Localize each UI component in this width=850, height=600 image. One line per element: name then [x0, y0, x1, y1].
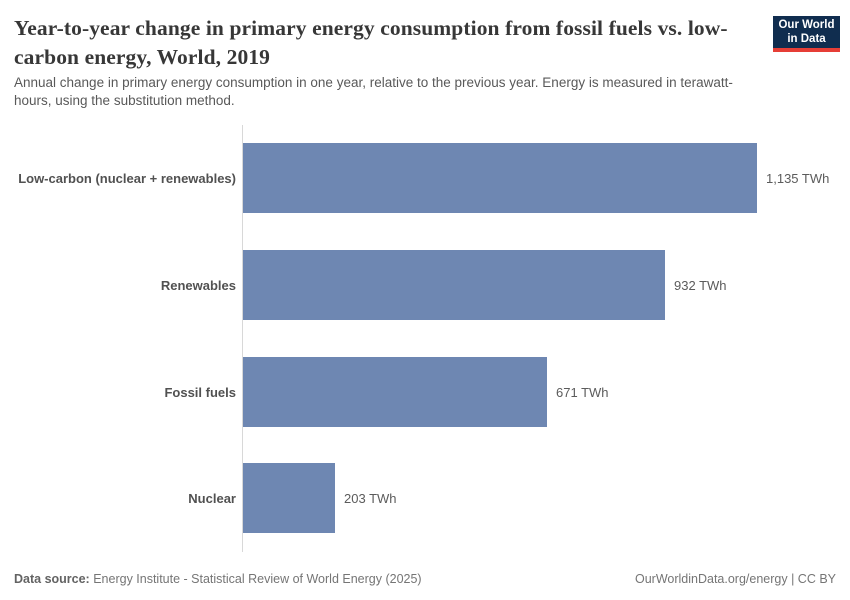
bar[interactable]	[243, 357, 547, 427]
bar[interactable]	[243, 250, 665, 320]
chart-subtitle: Annual change in primary energy consumpt…	[14, 75, 733, 109]
bar-row: Nuclear 203 TWh	[0, 463, 850, 533]
category-label: Renewables	[160, 277, 236, 293]
bar[interactable]	[243, 463, 335, 533]
bar-row: Renewables 932 TWh	[0, 250, 850, 320]
value-label: 671 TWh	[556, 384, 609, 400]
bar-row: Low-carbon (nuclear + renewables) 1,135 …	[0, 143, 850, 213]
bar[interactable]	[243, 143, 757, 213]
data-source-label: Data source:	[14, 572, 90, 586]
bar-row: Fossil fuels 671 TWh	[0, 357, 850, 427]
data-source-text: Energy Institute - Statistical Review of…	[89, 572, 422, 586]
category-label: Nuclear	[188, 490, 236, 506]
value-label: 932 TWh	[674, 277, 727, 293]
value-label: 203 TWh	[344, 490, 397, 506]
owid-url-license[interactable]: OurWorldinData.org/energy | CC BY	[634, 572, 836, 586]
owid-logo[interactable]: Our World in Data	[773, 16, 840, 52]
chart-footer: Data source: Energy Institute - Statisti…	[14, 572, 836, 586]
owid-logo-line2: in Data	[787, 33, 826, 45]
data-source: Data source: Energy Institute - Statisti…	[14, 572, 422, 586]
chart-title: Year-to-year change in primary energy co…	[14, 16, 728, 69]
category-label: Fossil fuels	[164, 384, 236, 400]
value-label: 1,135 TWh	[766, 170, 830, 186]
category-label: Low-carbon (nuclear + renewables)	[18, 170, 236, 186]
y-axis-line	[242, 125, 243, 552]
owid-logo-line1: Our World	[778, 18, 835, 31]
